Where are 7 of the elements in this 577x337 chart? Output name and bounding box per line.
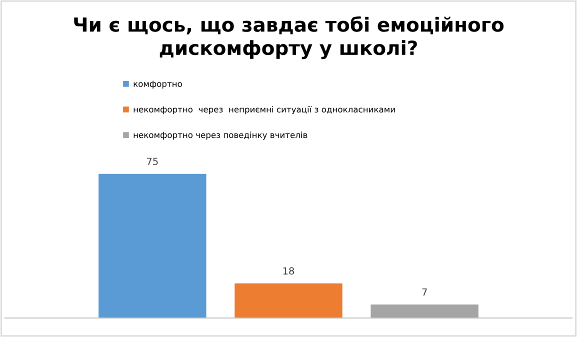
data-label: 18 <box>283 267 294 275</box>
chart-title: Чи є щось, що завдає тобі емоційного дискомфорту у школі? <box>74 16 504 60</box>
legend-label: комфортно <box>134 80 182 89</box>
data-label: 75 <box>147 158 158 166</box>
legend-label: некомфортно через неприємні ситуації з однокласниками <box>134 106 395 114</box>
data-label: 7 <box>422 288 427 296</box>
legend-label: некомфортно через поведінку вчителів <box>134 132 308 140</box>
